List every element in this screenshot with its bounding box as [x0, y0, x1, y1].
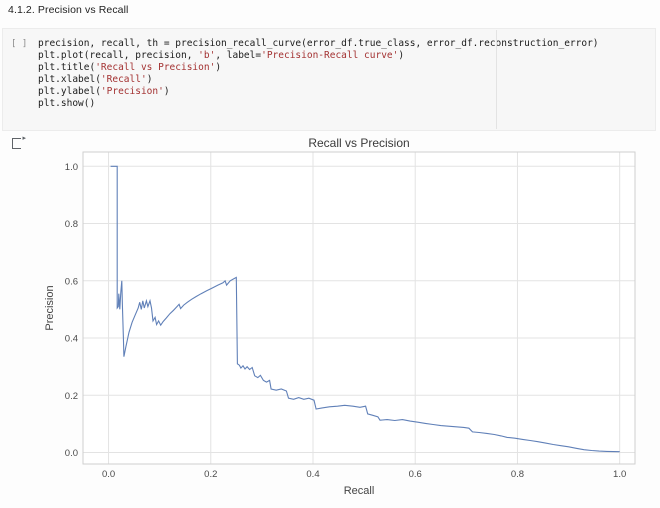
precision-recall-curve-line [110, 165, 620, 453]
chart-tick-labels: 0.0 0.2 0.4 0.6 0.8 1.0 0.0 0.2 0.4 0.6 0.8 1.0 [65, 162, 626, 480]
plot-background [83, 152, 635, 464]
output-indicator-icon [12, 135, 26, 149]
x-axis-label: Recall [344, 485, 375, 497]
code-line: plt.title('Recall vs Precision') [38, 62, 222, 73]
x-tick-label: 0.4 [306, 469, 319, 480]
plot-frame [82, 151, 636, 465]
code-line: plt.show() [38, 98, 96, 109]
y-axis-label: Precision [44, 285, 56, 330]
code-editor[interactable]: precision, recall, th = precision_recall… [38, 38, 599, 110]
editor-column-ruler [496, 30, 497, 129]
code-line: plt.plot(recall, precision, 'b', label='… [38, 50, 405, 61]
code-line: precision, recall, th = precision_recall… [38, 38, 599, 49]
precision-recall-chart: 0.0 0.2 0.4 0.6 0.8 1.0 0.0 0.2 0.4 0.6 0.8 1.0 Rec… [44, 136, 636, 497]
code-line: plt.xlabel('Recall') [38, 74, 153, 85]
x-tick-label: 0.2 [204, 469, 217, 480]
cell-run-prompt[interactable]: [ ] [11, 39, 28, 49]
code-cell[interactable]: [ ] precision, recall, th = precision_re… [2, 28, 656, 131]
y-tick-label: 1.0 [65, 162, 78, 173]
y-tick-label: 0.6 [65, 276, 78, 287]
x-tick-label: 0.6 [409, 469, 422, 480]
section-heading: 4.1.2. Precision vs Recall [8, 4, 129, 16]
output-chart: 0.0 0.2 0.4 0.6 0.8 1.0 0.0 0.2 0.4 0.6 0.8 1.0 Rec… [40, 135, 652, 503]
y-tick-label: 0.2 [65, 391, 78, 402]
chart-title: Recall vs Precision [308, 136, 409, 150]
x-tick-label: 1.0 [613, 469, 626, 480]
y-tick-label: 0.8 [65, 219, 78, 230]
y-tick-label: 0.0 [65, 448, 78, 459]
code-line: plt.ylabel('Precision') [38, 86, 170, 97]
chart-grid [83, 152, 635, 464]
y-tick-label: 0.4 [65, 334, 78, 345]
x-tick-label: 0.8 [511, 469, 524, 480]
x-tick-label: 0.0 [102, 469, 115, 480]
